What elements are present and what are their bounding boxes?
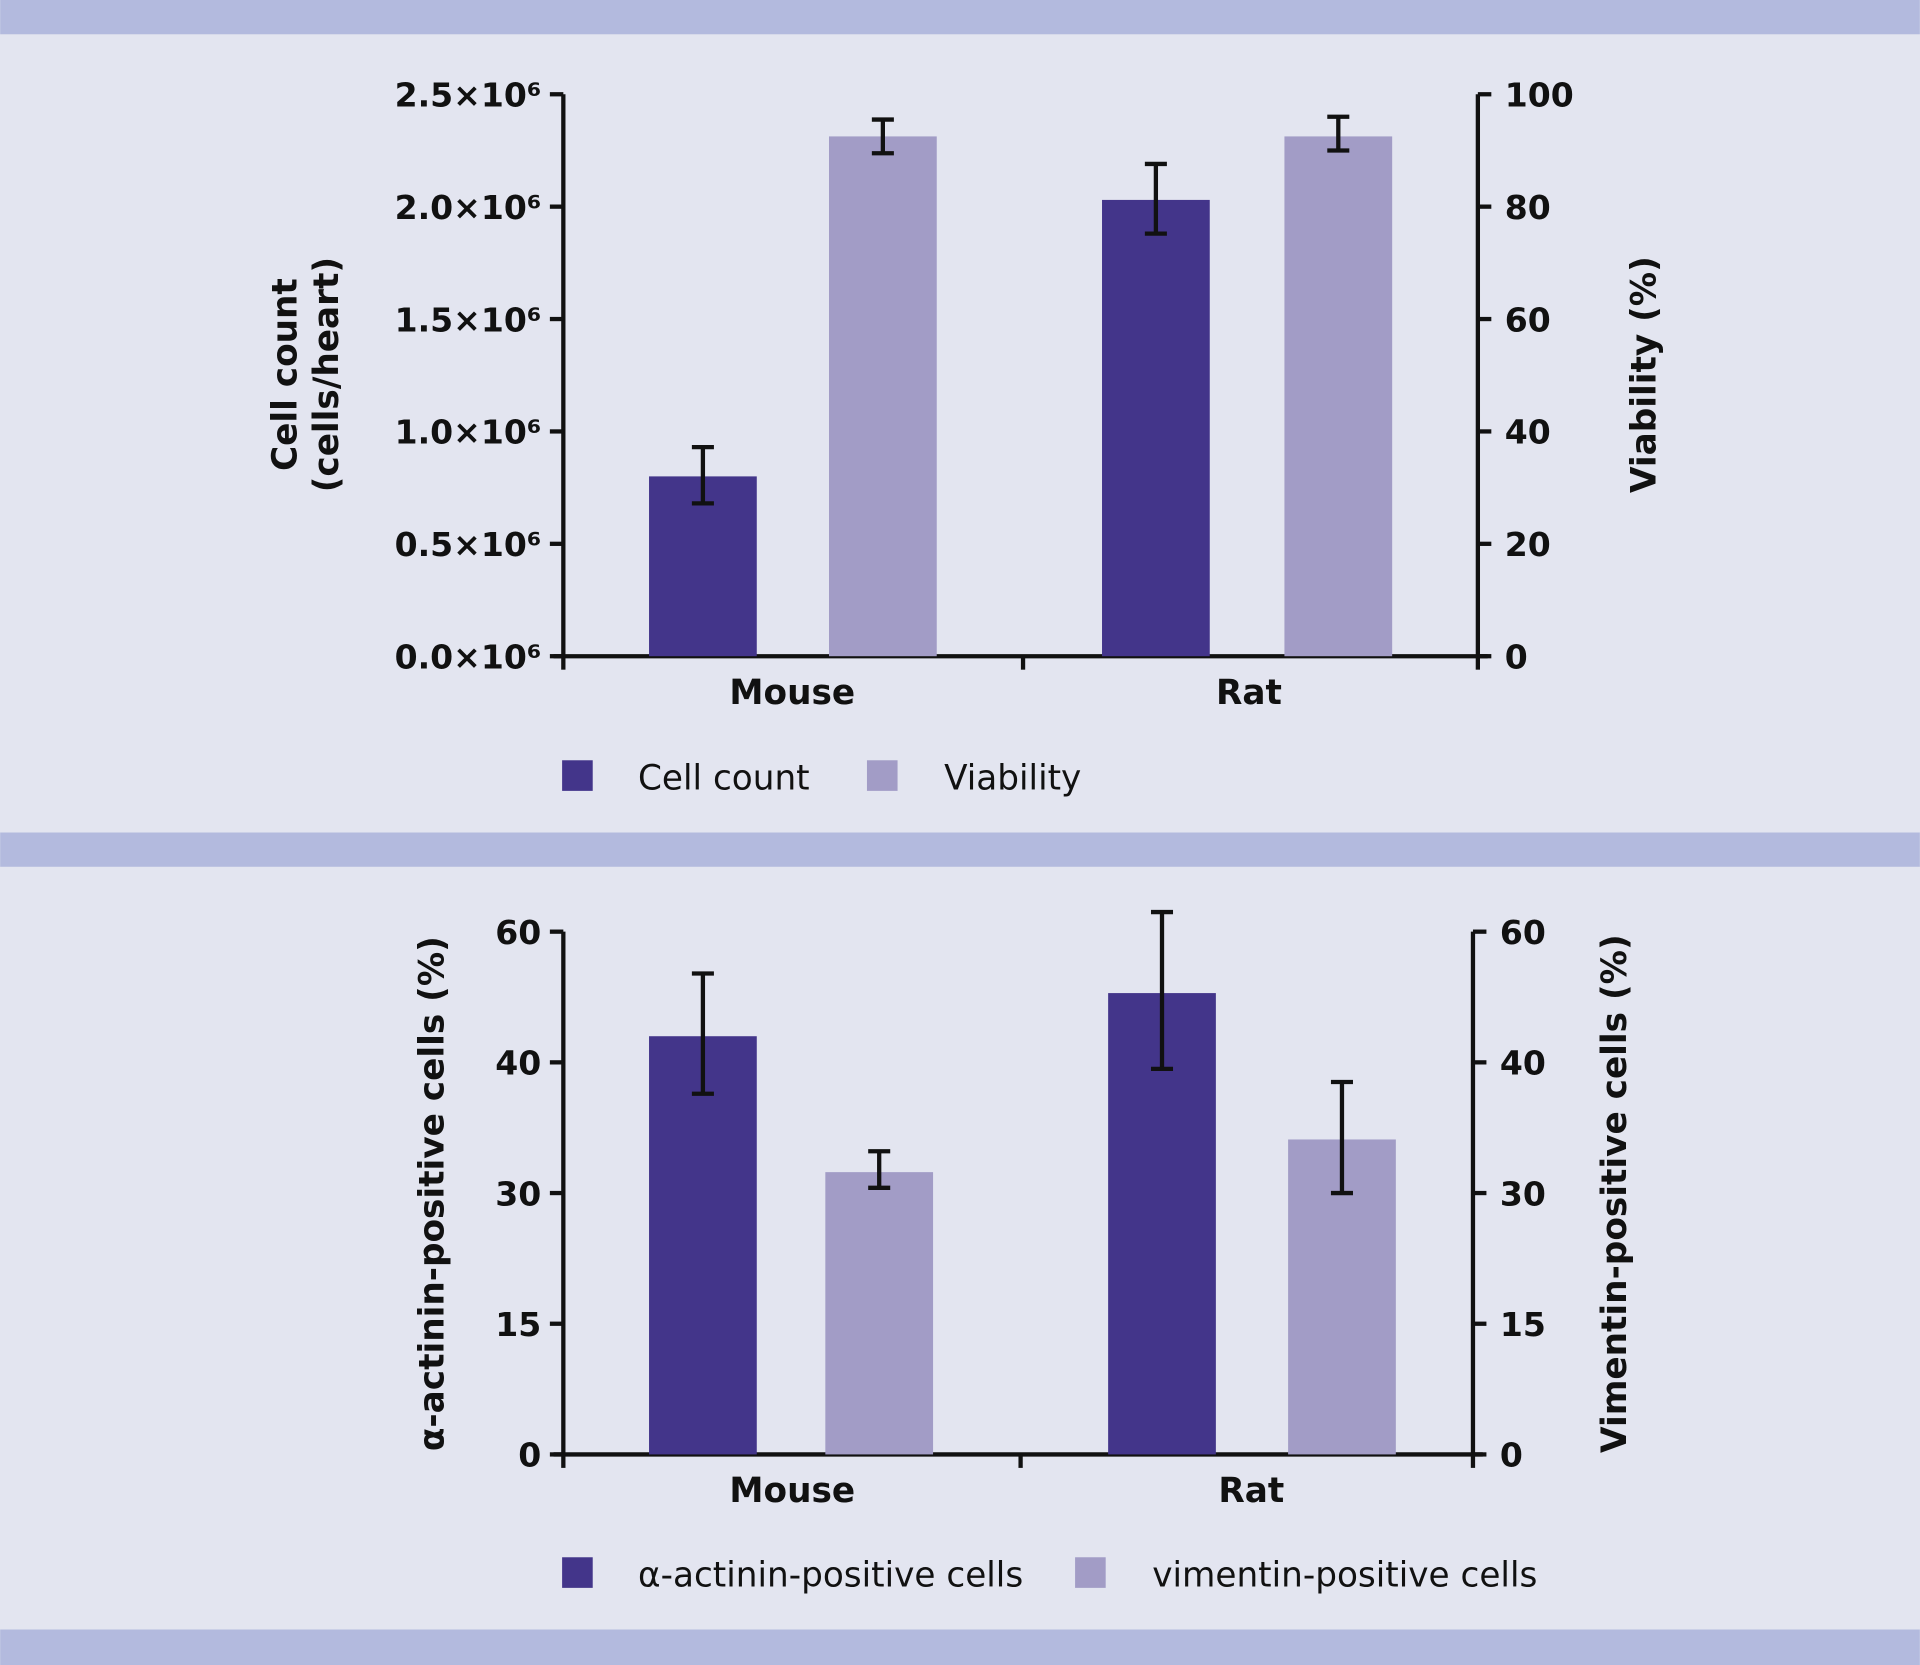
legend-label-viability: Viability bbox=[944, 759, 1081, 799]
left-axis-tick-label: 40 bbox=[495, 1044, 541, 1083]
bar-viability-rat bbox=[1284, 136, 1393, 657]
right-axis-title: Vimentin-positive cells (%) bbox=[1595, 934, 1635, 1453]
legend-swatch-viability bbox=[866, 760, 898, 791]
right-axis-title: Viability (%) bbox=[1624, 256, 1664, 493]
legend-swatch-vimentin bbox=[1075, 1557, 1106, 1588]
left-axis-tick-label: 1.5×10⁶ bbox=[395, 300, 542, 339]
left-axis-title: α-actinin-positive cells (%) bbox=[412, 936, 452, 1451]
bar-viability-mouse bbox=[829, 136, 937, 657]
legend-label-cell-count: Cell count bbox=[638, 759, 810, 799]
bar-cell-count-mouse bbox=[649, 476, 757, 657]
legend-label-vimentin: vimentin-positive cells bbox=[1152, 1556, 1537, 1596]
right-axis-tick-label: 40 bbox=[1500, 1044, 1546, 1083]
left-axis-tick-label: 2.0×10⁶ bbox=[395, 188, 542, 227]
legend-label-actinin: α-actinin-positive cells bbox=[638, 1556, 1023, 1596]
chart-cell-count-viability: 0.0×10⁶ 0.5×10⁶ 1.0×10⁶ 1.5×10⁶ 2.0×10⁶ 2.5×1… bbox=[395, 76, 1574, 713]
left-axis-tick-label: 2.5×10⁶ bbox=[395, 76, 542, 115]
right-axis-tick-label: 20 bbox=[1505, 525, 1551, 564]
left-axis-tick-label: 1.0×10⁶ bbox=[395, 413, 542, 452]
left-axis-tick-label: 0 bbox=[518, 1436, 541, 1475]
middle-band bbox=[0, 832, 1920, 867]
right-axis-tick-label: 15 bbox=[1500, 1305, 1546, 1344]
x-axis-category-label: Mouse bbox=[729, 673, 855, 713]
left-axis-tick-label: 0.5×10⁶ bbox=[395, 525, 542, 564]
x-axis-category-label: Rat bbox=[1216, 673, 1282, 713]
bar-cell-count-rat bbox=[1102, 199, 1210, 657]
right-axis-tick-label: 0 bbox=[1505, 637, 1528, 676]
top-band bbox=[0, 0, 1920, 35]
left-axis-title-line1: Cell count bbox=[265, 278, 305, 471]
legend-swatch-actinin bbox=[562, 1557, 593, 1588]
right-axis-tick-label: 100 bbox=[1505, 76, 1574, 115]
left-axis-tick-label: 15 bbox=[495, 1305, 541, 1344]
left-axis-title-line2: (cells/heart) bbox=[307, 257, 347, 492]
x-axis-category-label: Rat bbox=[1218, 1471, 1284, 1511]
bar-vimentin-positive-cells-mouse bbox=[825, 1172, 934, 1455]
right-axis-tick-label: 60 bbox=[1500, 913, 1546, 952]
right-axis-tick-label: 0 bbox=[1500, 1436, 1523, 1475]
x-axis-category-label: Mouse bbox=[729, 1471, 855, 1511]
right-axis-tick-label: 60 bbox=[1505, 300, 1551, 339]
left-axis-tick-label: 30 bbox=[495, 1174, 541, 1213]
legend-swatch-cell-count bbox=[562, 760, 593, 791]
right-axis-tick-label: 30 bbox=[1500, 1174, 1546, 1213]
left-axis-tick-label: 60 bbox=[495, 913, 541, 952]
right-axis-tick-label: 80 bbox=[1505, 188, 1551, 227]
right-axis-tick-label: 40 bbox=[1505, 413, 1551, 452]
left-axis-tick-label: 0.0×10⁶ bbox=[395, 637, 542, 676]
chart-actinin-vimentin: 0 15 30 40 60 0 15 30 40 60 Mouse Rat bbox=[495, 909, 1546, 1511]
bottom-band bbox=[0, 1629, 1920, 1665]
bar--actinin-positive-cells-mouse bbox=[649, 1036, 757, 1455]
